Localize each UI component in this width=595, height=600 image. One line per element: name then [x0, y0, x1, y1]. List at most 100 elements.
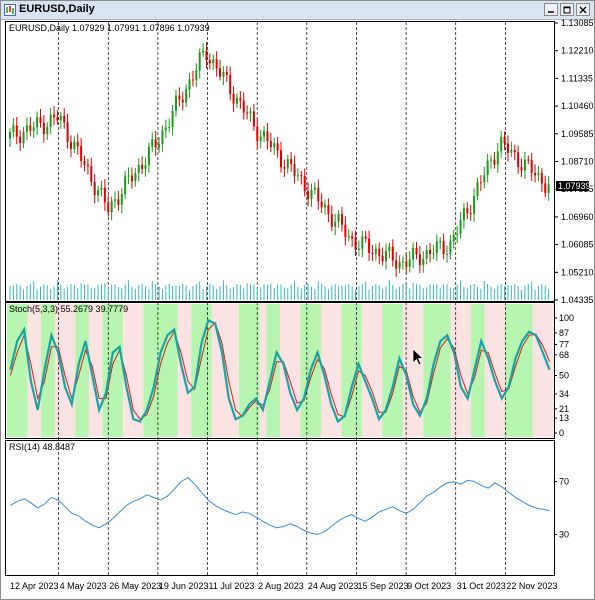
- stoch-zone: [198, 304, 206, 437]
- candle-body: [493, 159, 496, 165]
- stoch-pane-header: Stoch(5,3,3) 55.2679 39.7779: [9, 304, 128, 314]
- candle-body: [208, 60, 211, 64]
- candle-body: [476, 182, 479, 197]
- candle-body: [178, 95, 181, 100]
- price-tick-label: 1.09585: [561, 129, 594, 139]
- candle-body: [154, 139, 157, 148]
- candle-body: [107, 202, 110, 213]
- candle-body: [506, 143, 509, 153]
- stoch-zone: [484, 304, 493, 437]
- candle-body: [174, 95, 177, 111]
- candle-body: [100, 187, 103, 191]
- rsi-pane[interactable]: [5, 440, 555, 576]
- stoch-tick-label: 0: [559, 428, 564, 438]
- candle-body: [432, 253, 435, 255]
- minimize-button[interactable]: [544, 3, 558, 16]
- stoch-zone: [464, 304, 472, 437]
- stoch-zone: [150, 304, 158, 437]
- time-axis-label: 15 Sep 2023: [357, 581, 408, 591]
- candle-body: [19, 136, 22, 144]
- candle-body: [378, 248, 381, 256]
- stoch-zone: [232, 304, 240, 437]
- candle-body: [422, 258, 425, 266]
- candle-body: [330, 214, 333, 227]
- stoch-zone: [75, 304, 83, 437]
- candle-body: [449, 241, 452, 254]
- candle-body: [127, 175, 130, 177]
- title-bar[interactable]: EURUSD,Daily: [1, 1, 594, 20]
- candle-body: [56, 117, 59, 121]
- candle-body: [445, 253, 448, 255]
- candle-body: [158, 144, 161, 148]
- stoch-zone: [532, 304, 540, 437]
- stoch-zone: [13, 304, 22, 437]
- time-axis-label: 26 May 2023: [109, 581, 161, 591]
- candle-body: [361, 236, 364, 249]
- candle-body: [205, 50, 208, 61]
- stoch-zone: [341, 304, 349, 437]
- close-button[interactable]: [576, 3, 590, 16]
- candle-body: [29, 125, 32, 131]
- stoch-zone: [239, 304, 247, 437]
- candle-body: [222, 71, 225, 77]
- candle-body: [117, 199, 120, 205]
- stoch-zone: [191, 304, 199, 437]
- candle-body: [103, 187, 106, 203]
- price-tick-label: 1.06960: [561, 212, 594, 222]
- stoch-zone: [34, 304, 42, 437]
- candle-body: [486, 160, 489, 176]
- candle-body: [425, 249, 428, 259]
- stoch-zone: [423, 304, 431, 437]
- candle-body: [395, 260, 398, 269]
- candle-body: [195, 70, 198, 81]
- candle-body: [215, 59, 218, 69]
- stoch-zone: [286, 304, 295, 437]
- time-axis-label: 11 Jul 2023: [209, 581, 255, 591]
- candle-body: [429, 249, 432, 254]
- candle-body: [198, 52, 201, 71]
- stoch-zone: [54, 304, 63, 437]
- candlestick-series: [9, 42, 550, 277]
- window-title: EURUSD,Daily: [19, 3, 95, 15]
- rsi-tick-label: 70: [559, 477, 569, 487]
- stoch-zone: [443, 304, 452, 437]
- candle-body: [276, 143, 279, 151]
- candle-body: [320, 201, 323, 208]
- candle-body: [83, 160, 86, 165]
- candle-body: [93, 181, 96, 196]
- candle-body: [293, 164, 296, 176]
- candle-body: [212, 59, 215, 64]
- candle-body: [313, 187, 316, 190]
- candle-body: [191, 79, 194, 81]
- candle-body: [462, 208, 465, 221]
- stoch-zone: [505, 304, 513, 437]
- stoch-zone: [27, 304, 35, 437]
- rsi-line-group: [10, 476, 550, 535]
- candle-body: [317, 187, 320, 202]
- stochastic-lines: [9, 318, 551, 424]
- rsi-axis: 70 30: [554, 477, 569, 539]
- candle-body: [141, 164, 144, 169]
- candle-body: [120, 194, 123, 205]
- stoch-tick-label: 34: [559, 389, 569, 399]
- chart-canvas[interactable]: EURUSD,Daily 1.07929 1.07991 1.07896 1.0…: [1, 19, 594, 599]
- current-price-label: 1.07939: [558, 181, 591, 191]
- candle-body: [503, 136, 506, 144]
- stoch-zone: [184, 304, 192, 437]
- candle-body: [534, 172, 537, 176]
- candle-body: [401, 261, 404, 263]
- candle-body: [296, 175, 299, 177]
- candle-body: [66, 122, 69, 142]
- candle-body: [59, 115, 62, 121]
- chart-window-icon: [4, 4, 16, 16]
- maximize-button[interactable]: [560, 3, 574, 16]
- candle-body: [42, 122, 45, 135]
- stoch-tick-label: 21: [559, 404, 569, 414]
- stoch-zone: [436, 304, 445, 437]
- stoch-zone: [143, 304, 151, 437]
- candle-body: [388, 246, 391, 252]
- maximize-icon: [563, 6, 571, 14]
- price-tick-label: 1.05210: [561, 267, 594, 277]
- candle-body: [53, 114, 56, 118]
